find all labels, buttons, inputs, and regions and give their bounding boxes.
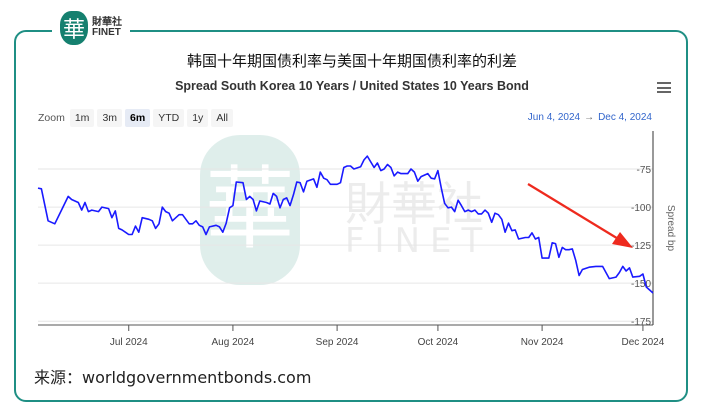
finet-logo: 華 財華社 FINET — [52, 8, 130, 48]
x-tick-label: Jul 2024 — [110, 337, 148, 348]
zoom-3m-button[interactable]: 3m — [97, 109, 123, 127]
x-tick-label: Oct 2024 — [418, 337, 459, 348]
watermark-badge — [200, 135, 300, 285]
range-to-input[interactable]: Dec 4, 2024 — [598, 112, 652, 123]
grid — [38, 168, 653, 322]
logo-cn: 財華社 — [92, 17, 122, 28]
zoom-1m-button[interactable]: 1m — [69, 109, 95, 127]
y-tick-label: -175 — [631, 317, 651, 328]
x-tick-label: Nov 2024 — [521, 337, 564, 348]
y-axis-title: Spread bp — [665, 205, 676, 252]
y-tick-label: -150 — [631, 279, 651, 290]
logo-en: FINET — [92, 27, 121, 38]
zoom-ytd-button[interactable]: YTD — [153, 109, 185, 127]
logo-badge-icon: 華 — [60, 11, 88, 45]
chart-title: Spread South Korea 10 Years / United Sta… — [175, 79, 529, 93]
zoom-1y-button[interactable]: 1y — [187, 109, 209, 127]
logo-text: 財華社 FINET — [92, 18, 122, 38]
zoom-selector: Zoom 1m 3m 6m YTD 1y All — [38, 109, 233, 127]
x-tick-label: Dec 2024 — [622, 337, 665, 348]
date-range: Jun 4, 2024 → Dec 4, 2024 — [528, 112, 652, 123]
page-title: 韩国十年期国债利率与美国十年期国债利率的利差 — [186, 52, 517, 70]
arrow-head-icon — [612, 232, 633, 248]
watermark-glyph: 華 — [205, 157, 295, 262]
y-axis: -75 -100 -125 -150 -175 — [631, 131, 654, 328]
watermark: 華 財華社 FINET — [200, 135, 492, 285]
zoom-6m-button[interactable]: 6m — [125, 109, 151, 127]
watermark-en: FINET — [345, 221, 492, 261]
y-tick-label: -75 — [637, 165, 652, 176]
range-from-input[interactable]: Jun 4, 2024 — [527, 112, 581, 123]
source-text: 来源：worldgovernmentbonds.com — [34, 368, 312, 387]
x-tick-label: Sep 2024 — [316, 337, 359, 348]
zoom-label: Zoom — [38, 112, 65, 124]
y-tick-label: -125 — [631, 241, 651, 252]
arrow-shaft — [527, 183, 621, 241]
red-arrow-annotation — [527, 183, 633, 248]
range-arrow-icon: → — [584, 112, 595, 123]
y-tick-label: -100 — [631, 203, 651, 214]
series-line — [37, 155, 654, 294]
card-frame — [14, 30, 688, 402]
hamburger-menu-icon[interactable] — [657, 82, 671, 94]
zoom-all-button[interactable]: All — [211, 109, 233, 127]
x-axis: Jul 2024 Aug 2024 Sep 2024 Oct 2024 Nov 2024… — [38, 324, 665, 348]
x-tick-label: Aug 2024 — [212, 337, 255, 348]
